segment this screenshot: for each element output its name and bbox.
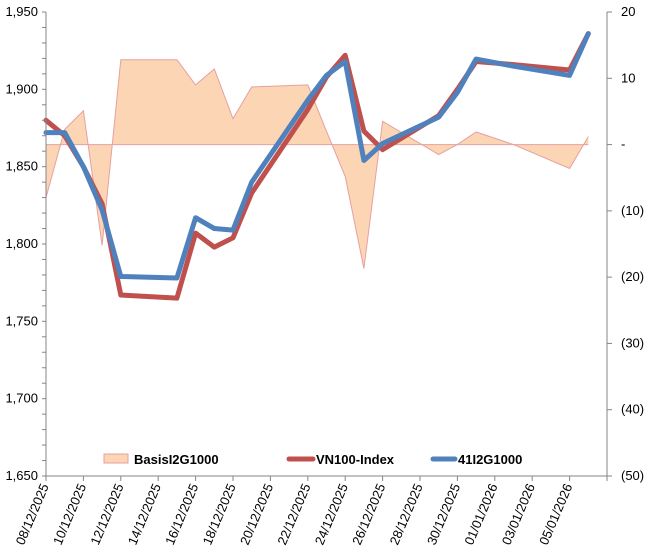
right-axis-tick-label: (30) [621, 335, 644, 350]
legend-label-41i2g1000: 41I2G1000 [458, 452, 522, 467]
right-axis-tick-label: (50) [621, 468, 644, 483]
right-axis-tick-label: (40) [621, 402, 644, 417]
x-axis-tick-label: 30/12/2025 [424, 481, 463, 547]
legend-label-basis: BasisI2G1000 [134, 452, 219, 467]
right-axis-tick-label: 10 [621, 70, 635, 85]
right-axis-tick-label: - [621, 137, 625, 152]
x-axis-tick-label: 24/12/2025 [312, 481, 351, 547]
left-axis-tick-label: 1,850 [5, 159, 38, 174]
left-axis-tick-label: 1,900 [5, 81, 38, 96]
x-axis-tick-label: 22/12/2025 [274, 481, 313, 547]
x-axis-tick-label: 18/12/2025 [200, 481, 239, 547]
legend-swatch-basis [104, 454, 128, 463]
right-axis-tick-label: (20) [621, 269, 644, 284]
x-axis-tick-label: 03/01/2026 [499, 481, 538, 547]
x-axis-tick-label: 01/01/2026 [461, 481, 500, 547]
x-axis-tick-label: 10/12/2025 [50, 481, 89, 547]
x-axis-tick-label: 14/12/2025 [125, 481, 164, 547]
legend: BasisI2G1000 VN100-Index 41I2G1000 [104, 452, 522, 467]
left-axis-tick-label: 1,950 [5, 4, 38, 19]
x-axis-tick-label: 05/01/2026 [536, 481, 575, 547]
x-axis-tick-label: 20/12/2025 [237, 481, 276, 547]
right-axis-tick-label: 20 [621, 4, 635, 19]
right-axis-tick-label: (10) [621, 203, 644, 218]
x-axis-tick-label: 16/12/2025 [162, 481, 201, 547]
x-axis-tick-label: 28/12/2025 [387, 481, 426, 547]
left-axis-tick-label: 1,700 [5, 391, 38, 406]
left-axis-tick-label: 1,750 [5, 313, 38, 328]
x-axis-tick-label: 12/12/2025 [87, 481, 126, 547]
left-axis-tick-label: 1,650 [5, 468, 38, 483]
left-axis-tick-label: 1,800 [5, 236, 38, 251]
x-axis-tick-label: 26/12/2025 [349, 481, 388, 547]
legend-label-vn100: VN100-Index [316, 452, 395, 467]
x-axis-tick-label: 08/12/2025 [13, 481, 52, 547]
